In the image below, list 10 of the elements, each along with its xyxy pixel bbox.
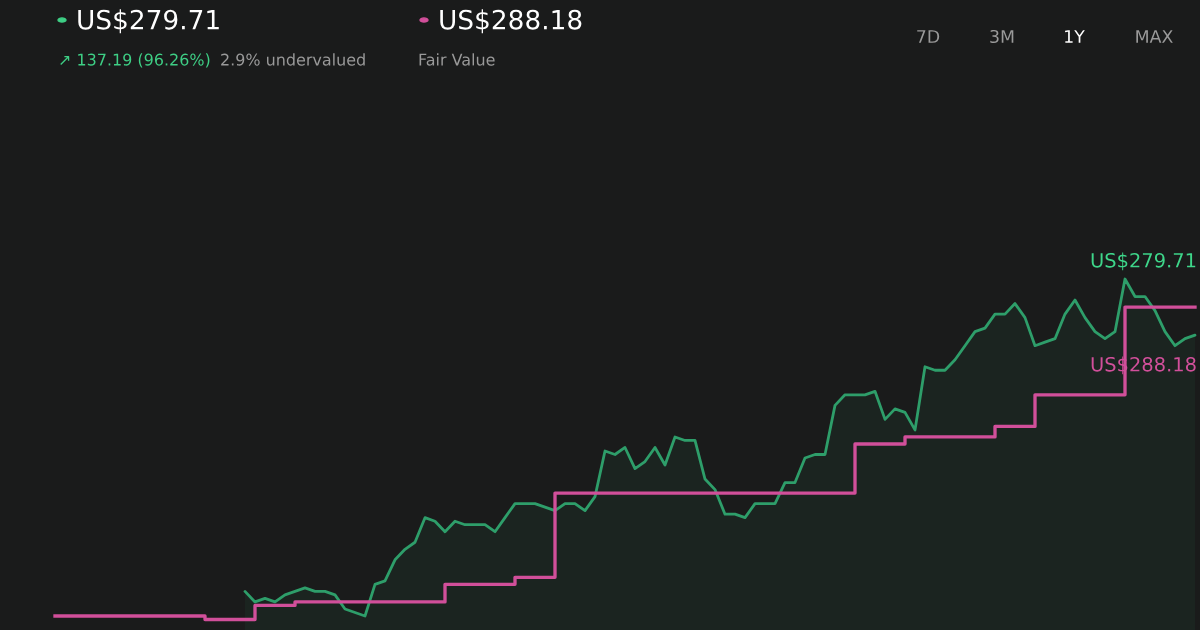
text: Fair Value (419, 53, 495, 66)
text: MAX (1136, 30, 1173, 43)
text: 1Y (1065, 30, 1085, 43)
text: 7D (917, 30, 940, 43)
text: ↗ 137.19 (96.26%) (60, 53, 210, 68)
text: 2.9% undervalued (221, 53, 365, 66)
text: US$288.18 (440, 9, 582, 34)
text: US$279.71 (1091, 252, 1196, 271)
text: 3M (990, 29, 1014, 44)
text: US$279.71 (78, 9, 219, 34)
